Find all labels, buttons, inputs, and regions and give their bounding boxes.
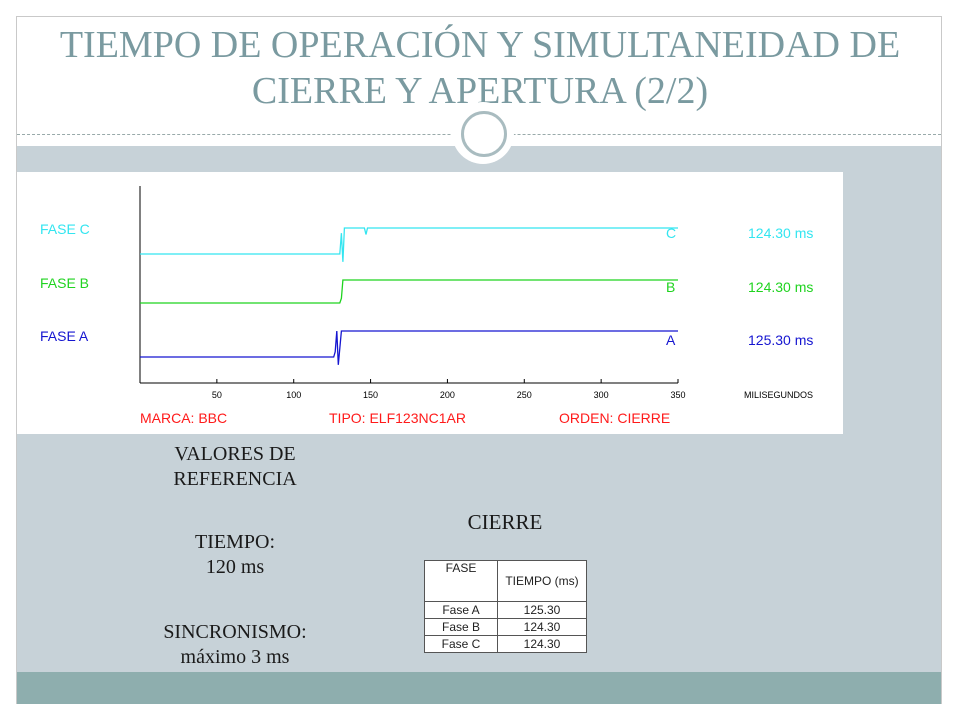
table-cell-time: 124.30 — [497, 635, 587, 653]
table-header-phase: FASE — [424, 560, 498, 602]
table-row: Fase A 125.30 — [424, 601, 587, 619]
table-row: Fase C 124.30 — [424, 635, 587, 653]
series-line-a — [140, 330, 678, 365]
series-line-c — [140, 227, 678, 262]
x-tick-label: 100 — [286, 390, 301, 400]
table-header-time: TIEMPO (ms) — [497, 560, 587, 602]
x-tick-label: 200 — [440, 390, 455, 400]
x-unit-label: MILISEGUNDOS — [744, 390, 813, 400]
reference-sync-value: máximo 3 ms — [180, 646, 290, 668]
reference-time-value: 120 ms — [205, 556, 265, 578]
timing-chart: 50 100 150 200 250 300 350 MILISEGUNDOS FASE C C 1… — [17, 172, 843, 434]
series-time-label-b: 124.30 ms — [748, 279, 813, 295]
reference-heading: VALORES DE REFERENCIA — [120, 442, 350, 492]
series-end-letter-a: A — [666, 332, 676, 348]
reference-time: TIEMPO: 120 ms — [120, 530, 350, 580]
timing-chart-svg: 50 100 150 200 250 300 350 MILISEGUNDOS FASE C C 1… — [40, 186, 813, 426]
reference-heading-line-2: REFERENCIA — [173, 468, 297, 490]
series-end-letter-c: C — [666, 225, 676, 241]
chart-footer-label: MARCA: BBC — [140, 410, 227, 426]
table-cell-phase: Fase A — [424, 601, 498, 619]
slide-title: TIEMPO DE OPERACIÓN Y SIMULTANEIDAD DE C… — [59, 24, 901, 112]
table-caption: CIERRE — [467, 510, 543, 534]
chart-footer-label: TIPO: ELF123NC1AR — [329, 410, 466, 426]
series-time-label-c: 124.30 ms — [748, 225, 813, 241]
table-cell-phase: Fase C — [424, 635, 498, 653]
reference-time-label: TIEMPO: — [195, 531, 275, 553]
circle-ornament-icon — [461, 111, 507, 157]
footer-bar — [17, 672, 941, 704]
table-cell-time: 124.30 — [497, 618, 587, 636]
x-tick-label: 300 — [594, 390, 609, 400]
table-cell-time: 125.30 — [497, 601, 587, 619]
x-tick-label: 150 — [363, 390, 378, 400]
table-row: Fase B 124.30 — [424, 618, 587, 636]
series-label-a: FASE A — [40, 328, 89, 344]
closing-times-table: FASE TIEMPO (ms) Fase A 125.30 Fase B 12… — [424, 560, 587, 653]
series-end-letter-b: B — [666, 279, 675, 295]
x-tick-label: 50 — [212, 390, 222, 400]
chart-footer-label: ORDEN: CIERRE — [559, 410, 670, 426]
series-line-b — [140, 279, 678, 304]
x-tick-label: 250 — [517, 390, 532, 400]
series-label-b: FASE B — [40, 275, 89, 291]
reference-heading-line-1: VALORES DE — [174, 443, 296, 465]
table-header-row: FASE TIEMPO (ms) — [424, 560, 587, 602]
x-tick-label: 350 — [670, 390, 685, 400]
series-label-c: FASE C — [40, 221, 90, 237]
table-cell-phase: Fase B — [424, 618, 498, 636]
reference-sync-label: SINCRONISMO: — [163, 621, 307, 643]
reference-sync: SINCRONISMO: máximo 3 ms — [120, 620, 350, 670]
series-time-label-a: 125.30 ms — [748, 332, 813, 348]
